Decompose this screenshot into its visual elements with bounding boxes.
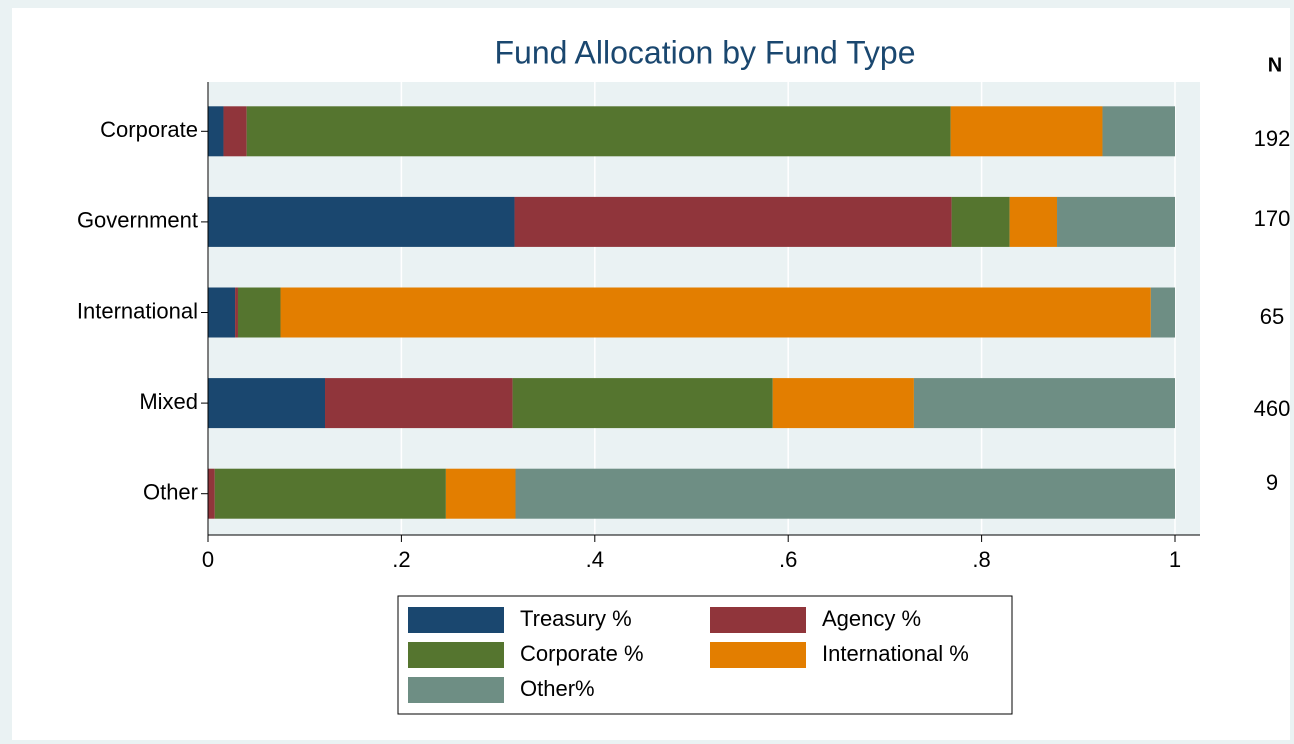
bar-segment	[445, 468, 516, 519]
x-tick-label: .8	[972, 547, 990, 572]
legend-label: International %	[822, 641, 969, 666]
legend-label: Corporate %	[520, 641, 644, 666]
x-tick-label: .6	[779, 547, 797, 572]
x-tick-label: .4	[586, 547, 604, 572]
x-tick-label: .2	[392, 547, 410, 572]
y-tick-label: International	[77, 298, 198, 323]
legend-label: Treasury %	[520, 606, 632, 631]
y-tick-label: Corporate	[100, 117, 198, 142]
bar-segment	[325, 378, 513, 429]
bar-segment	[1057, 196, 1175, 247]
bar-segment	[208, 287, 236, 338]
n-value: 192	[1254, 126, 1291, 151]
bar-segment	[208, 196, 515, 247]
legend-swatch	[408, 677, 504, 703]
legend-label: Agency %	[822, 606, 921, 631]
n-header: N	[1268, 54, 1282, 76]
chart-title: Fund Allocation by Fund Type	[494, 34, 915, 70]
bar-segment	[950, 106, 1103, 157]
bar-segment	[237, 287, 281, 338]
bar-segment	[1150, 287, 1175, 338]
legend-label: Other%	[520, 676, 595, 701]
y-tick-label: Mixed	[139, 389, 198, 414]
x-tick-label: 1	[1169, 547, 1181, 572]
bar-segment	[280, 287, 1151, 338]
bar-segment	[913, 378, 1175, 429]
bar-segment	[772, 378, 914, 429]
bars	[208, 106, 1175, 519]
bar-segment	[514, 196, 952, 247]
bar-segment	[235, 287, 238, 338]
bar-segment	[208, 468, 215, 519]
n-value: 170	[1254, 206, 1291, 231]
y-tick-label: Other	[143, 480, 198, 505]
bar-segment	[951, 196, 1010, 247]
bar-segment	[214, 468, 446, 519]
bar-segment	[1102, 106, 1175, 157]
legend-swatch	[710, 642, 806, 668]
bar-segment	[223, 106, 247, 157]
bar-segment	[1009, 196, 1058, 247]
y-tick-label: Government	[77, 208, 198, 233]
bar-segment	[208, 106, 224, 157]
bar-segment	[512, 378, 773, 429]
n-value: 65	[1260, 304, 1284, 329]
legend-swatch	[408, 642, 504, 668]
bar-segment	[515, 468, 1175, 519]
x-tick-label: 0	[202, 547, 214, 572]
legend: Treasury % Agency % Corporate % Internation…	[408, 606, 969, 703]
legend-swatch	[710, 607, 806, 633]
bar-segment	[246, 106, 951, 157]
n-value: 9	[1266, 470, 1278, 495]
legend-swatch	[408, 607, 504, 633]
bar-segment	[208, 378, 326, 429]
n-value: 460	[1254, 396, 1291, 421]
